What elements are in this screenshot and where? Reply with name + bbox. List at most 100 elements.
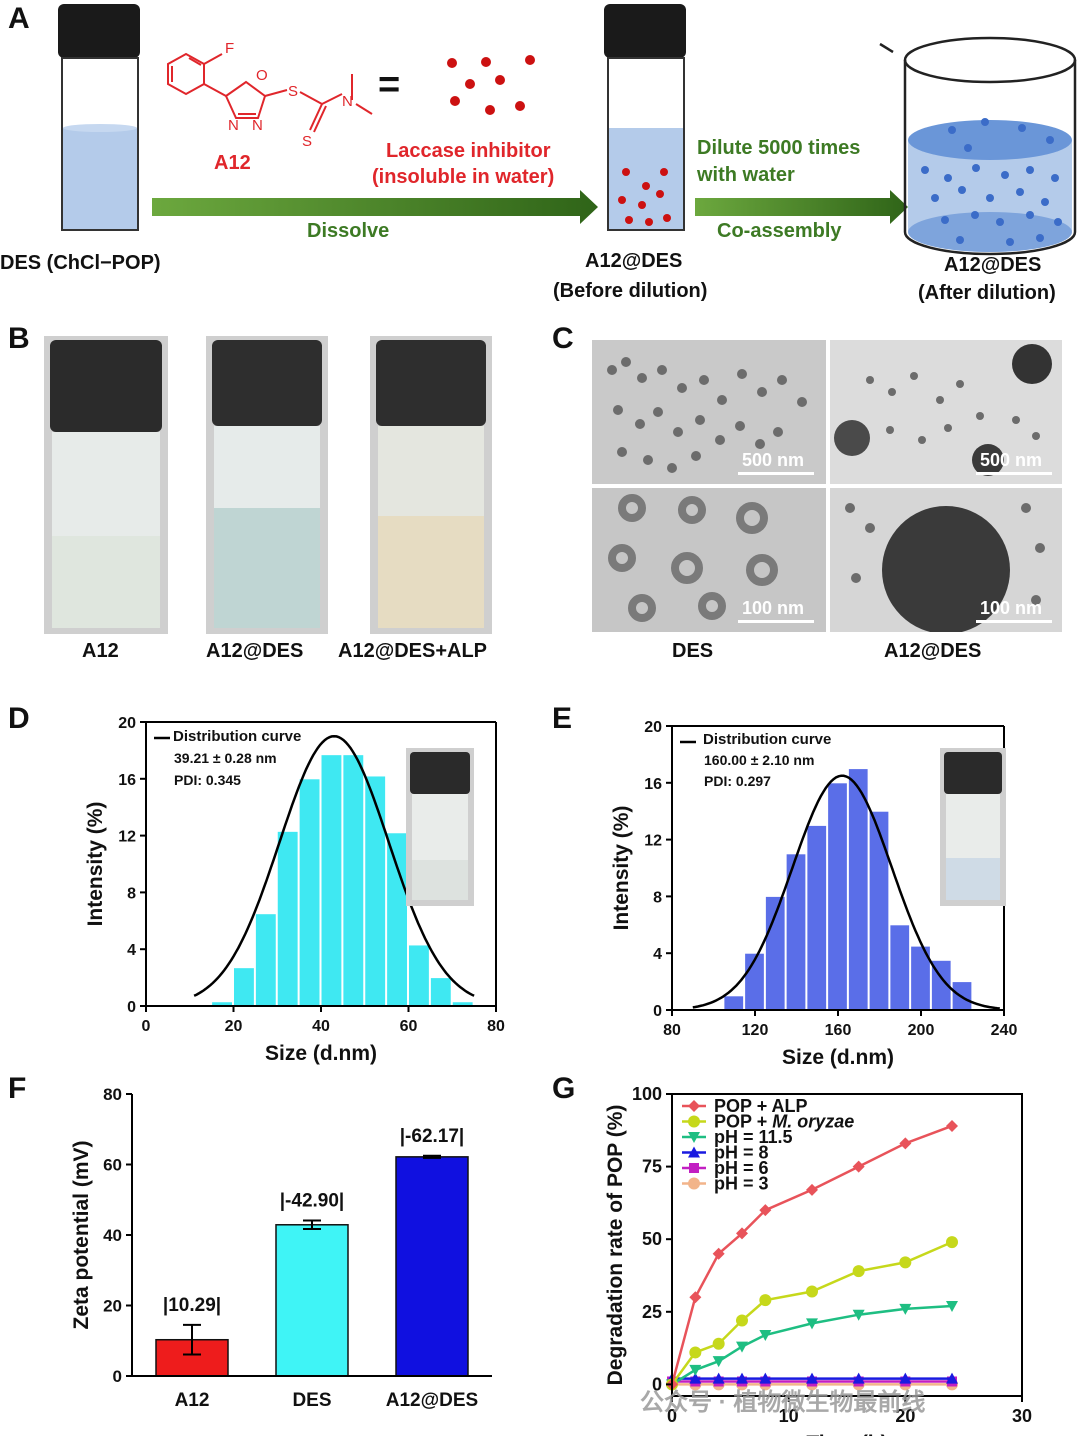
histogram-bar [320,754,343,1007]
y-axis-label: Degradation rate of POP (%) [604,1105,627,1386]
data-point [688,1146,700,1158]
inhibitor-label-2: (insoluble in water) [372,166,555,188]
chart-f-zeta-potential: |10.29| A12 |-42.90| DES |-62.17| A12@DES 0 20 4… [70,1085,492,1411]
scale-bar-4 [976,620,1052,623]
zeta-bar [275,1224,349,1377]
histogram-bar [408,944,430,1007]
x-tick-label: 80 [487,1018,505,1035]
label-b-a12-des: A12@DES [206,640,304,662]
bar-value-label: |10.29| [163,1295,221,1316]
y-axis-label: Zeta potential (mV) [70,1140,93,1329]
coassembly-label: Co-assembly [717,220,842,242]
coassembly-arrow [695,190,908,224]
data-point [759,1372,772,1384]
after-dilution-label-1: A12@DES [944,254,1042,276]
histogram-bar [364,775,387,1007]
inhibitor-label-1: Laccase inhibitor [386,140,551,162]
y-tick-label: 16 [644,776,662,793]
data-point [946,1300,958,1312]
panel-label-c: C [552,322,574,355]
chart-e-size-distribution: 80 120 160 200 240 0 4 8 12 16 20 Size (d.nm) Intens… [610,719,1018,1069]
y-tick-label: 0 [113,1367,122,1386]
histogram-bar [254,913,277,1007]
data-point [689,1346,702,1359]
legend-label: POP + M. oryzae [714,1112,854,1132]
distribution-curve [193,734,475,997]
y-tick-label: 80 [103,1085,122,1104]
data-point [946,1372,958,1384]
y-tick-label: 20 [644,719,662,736]
stat-e-size: 160.00 ± 2.10 nm [704,752,815,768]
data-point [712,1372,725,1384]
legend-label: pH = 11.5 [714,1127,793,1147]
y-tick-label: 12 [118,829,136,846]
y-tick-label: 100 [632,1084,662,1104]
histogram-bar [386,832,408,1007]
histogram-bar [276,830,299,1007]
chart-d-size-distribution: 0 20 40 60 80 0 4 8 12 16 20 Size (d.nm) Intensity (… [84,715,505,1065]
stat-e-pdi: PDI: 0.297 [704,773,771,789]
data-point [688,1115,700,1128]
dissolve-arrow [152,190,598,224]
data-point [759,1204,772,1217]
tem-des-100nm [592,488,826,632]
histogram-bar [868,810,890,1011]
inhibitor-particles [447,55,535,115]
y-tick-label: 0 [653,1003,662,1020]
data-point [689,1291,702,1304]
data-point [852,1265,865,1278]
data-point [688,1132,700,1143]
panel-label-g: G [552,1072,576,1105]
svg-text:S: S [302,133,312,150]
svg-text:F: F [225,40,234,57]
data-point [759,1294,772,1307]
x-tick-label: 80 [663,1022,681,1039]
label-c-a12-des: A12@DES [884,640,982,662]
scale-label-2: 500 nm [980,450,1043,470]
before-dilution-label-1: A12@DES [585,250,683,272]
label-c-des: DES [672,640,714,662]
y-tick-label: 75 [642,1157,662,1177]
data-point [946,1119,958,1132]
panel-label-d: D [8,702,30,735]
x-axis-label: Size (d.nm) [265,1042,377,1065]
x-category-label: A12 [175,1390,210,1411]
y-tick-label: 8 [127,885,136,902]
tem-a12-des-100nm [830,488,1062,632]
stat-d-size: 39.21 ± 0.28 nm [174,750,277,766]
x-category-label: DES [292,1390,331,1411]
bar-value-label: |-62.17| [400,1126,465,1147]
scale-bar-1 [738,472,814,475]
x-tick-label: 0 [667,1406,677,1426]
data-point [712,1356,725,1368]
data-point [759,1330,772,1342]
legend-e: Distribution curve [703,731,832,748]
legend-label: pH = 3 [714,1174,769,1194]
x-tick-label: 30 [1012,1406,1032,1426]
tem-des-500nm-texture [607,357,807,473]
histogram-bar [723,995,745,1011]
y-tick-label: 20 [103,1297,122,1316]
data-point [736,1341,748,1353]
data-point [689,1163,699,1173]
data-point [712,1337,725,1350]
data-point [852,1372,865,1384]
svg-text:N: N [342,93,353,110]
legend-label: pH = 8 [714,1143,769,1163]
x-axis-label: Size (d.nm) [782,1046,894,1069]
data-point [688,1177,700,1190]
y-tick-label: 8 [653,889,662,906]
data-point [688,1100,700,1112]
scale-label-1: 500 nm [742,450,805,470]
data-point [806,1183,818,1196]
label-b-a12: A12 [82,640,119,662]
tem-des-500nm [592,340,826,484]
data-point [899,1372,912,1384]
data-point [736,1372,748,1384]
data-point [946,1236,958,1249]
scale-label-3: 100 nm [742,598,805,618]
tem-a12-des-100nm-texture [845,503,1045,632]
des-label: DES (ChCl−POP) [0,252,161,274]
data-point [852,1160,865,1173]
x-tick-label: 240 [991,1022,1018,1039]
